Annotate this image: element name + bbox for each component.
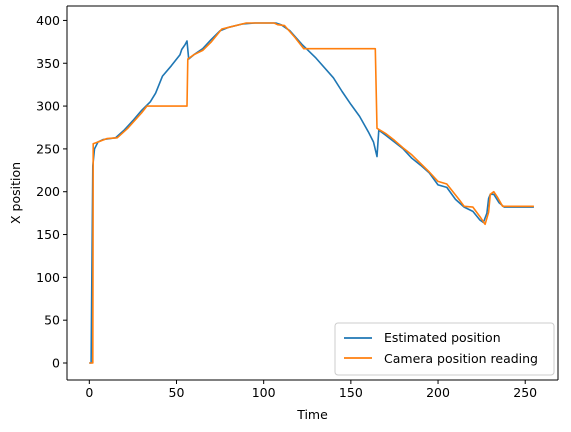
x-tick-label: 200 xyxy=(426,385,450,400)
x-tick-label: 100 xyxy=(252,385,276,400)
y-tick-label: 300 xyxy=(36,99,60,114)
y-tick-label: 100 xyxy=(36,270,60,285)
y-tick-label: 0 xyxy=(52,356,60,371)
plot-frame xyxy=(67,6,558,380)
legend-label-camera: Camera position reading xyxy=(384,351,538,366)
series-layer xyxy=(89,22,534,364)
y-tick-label: 50 xyxy=(44,313,60,328)
legend-box xyxy=(334,322,555,376)
y-tick-label: 400 xyxy=(36,13,60,28)
y-axis-title: X position xyxy=(8,162,23,224)
x-tick-label: 0 xyxy=(85,385,93,400)
y-tick-label: 350 xyxy=(36,56,60,71)
x-tick-label: 150 xyxy=(339,385,363,400)
x-tick-label: 250 xyxy=(513,385,537,400)
y-tick-label: 200 xyxy=(36,184,60,199)
y-tick-label: 150 xyxy=(36,227,60,242)
x-tick-label: 50 xyxy=(169,385,185,400)
series-line-estimated-position xyxy=(89,22,534,364)
plot-area xyxy=(67,6,558,380)
y-axis-ticks: 0 50 100 150 200 250 300 350 400 xyxy=(36,13,67,371)
axes-spines xyxy=(66,5,559,381)
legend-label-estimated: Estimated position xyxy=(384,330,501,345)
series-line-camera-position-reading xyxy=(89,22,534,364)
y-tick-label: 250 xyxy=(36,141,60,156)
x-axis-ticks: 0 50 100 150 200 250 xyxy=(85,380,537,400)
legend: Estimated position Camera position readi… xyxy=(334,322,555,376)
x-axis-title: Time xyxy=(296,407,328,422)
